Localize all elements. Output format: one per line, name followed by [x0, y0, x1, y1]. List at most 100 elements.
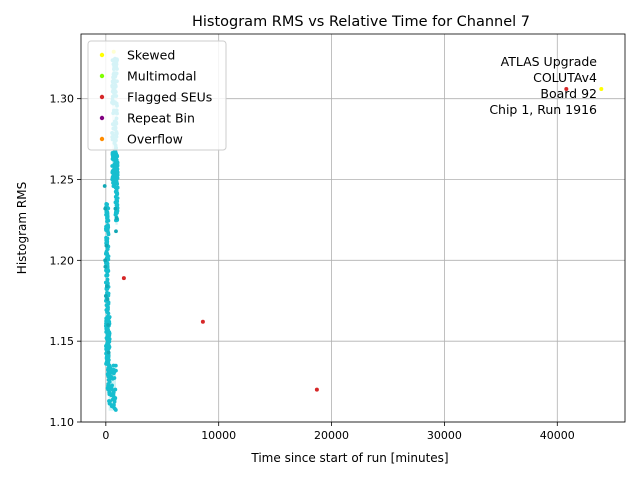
legend-label: Repeat Bin — [127, 111, 195, 126]
data-point-main — [105, 261, 110, 266]
legend-label: Overflow — [127, 132, 183, 147]
x-tick-label: 40000 — [540, 429, 575, 442]
annotation-line: Board 92 — [540, 86, 597, 101]
data-point-main — [105, 356, 110, 360]
data-point-main — [107, 369, 112, 373]
data-point-main — [114, 203, 119, 208]
data-point-main — [112, 395, 116, 400]
data-point-flagged-seus — [200, 319, 205, 324]
data-point-main — [106, 323, 110, 327]
data-point-main — [111, 367, 116, 372]
data-point-main — [105, 225, 110, 229]
legend-marker — [99, 52, 105, 58]
data-point-main — [108, 391, 113, 396]
data-point-main — [103, 264, 108, 269]
data-point-main — [115, 185, 120, 190]
data-point-main — [108, 366, 113, 370]
y-tick-label: 1.10 — [50, 416, 75, 429]
x-axis-ticks: 0 10000 20000 30000 40000 — [102, 422, 575, 442]
legend-box — [87, 40, 227, 151]
data-point-main — [107, 330, 112, 335]
data-point-main — [107, 315, 112, 319]
legend: Skewed Multimodal Flagged SEUs Repeat Bin Ov… — [87, 40, 227, 151]
data-point-flagged-seus — [314, 387, 319, 392]
data-point-main — [104, 202, 109, 207]
x-axis-label: Time since start of run [minutes] — [250, 451, 448, 465]
data-point-main — [114, 160, 119, 165]
data-point-main — [110, 177, 115, 182]
data-point-main — [106, 301, 111, 305]
data-point-flagged-seus — [121, 276, 126, 281]
data-point-main — [112, 376, 117, 380]
data-point-flagged-seus — [564, 86, 569, 91]
y-axis-ticks: 1.10 1.15 1.20 1.25 1.30 — [50, 93, 81, 429]
data-point-main — [107, 373, 112, 377]
data-point-main — [106, 333, 111, 337]
data-point-main — [113, 408, 118, 412]
data-point-main — [105, 310, 109, 315]
data-point-main — [106, 382, 111, 386]
data-point-main — [110, 152, 115, 157]
legend-label: Flagged SEUs — [127, 90, 212, 105]
legend-marker — [99, 115, 105, 121]
data-point-main — [105, 212, 110, 216]
data-point-main — [103, 206, 108, 211]
plot-area-frame — [80, 33, 626, 423]
data-point-main — [114, 216, 119, 221]
data-point-main — [112, 399, 117, 404]
x-tick-label: 20000 — [314, 429, 349, 442]
legend-marker — [99, 136, 105, 142]
annotation-line: Chip 1, Run 1916 — [489, 102, 597, 117]
data-point-main — [103, 251, 108, 256]
data-point-main — [115, 181, 120, 186]
data-point-main — [107, 377, 112, 382]
data-point-main — [114, 229, 118, 234]
data-point-skewed — [599, 86, 604, 91]
data-point-main — [105, 277, 110, 282]
legend-label: Multimodal — [127, 69, 196, 84]
data-point-main — [105, 217, 110, 222]
data-point-main — [103, 258, 108, 263]
data-point-main — [105, 273, 110, 278]
data-point-main — [105, 297, 110, 302]
data-point-main — [107, 400, 112, 405]
data-point-main — [115, 191, 120, 196]
data-point-main — [109, 404, 114, 409]
data-point-main — [111, 155, 115, 160]
data-point-main — [105, 246, 110, 251]
data-point-main — [115, 210, 119, 215]
data-point-main — [115, 170, 120, 175]
y-axis-label: Histogram RMS — [15, 182, 29, 274]
data-point-main — [110, 387, 115, 392]
data-point-main — [115, 154, 120, 159]
data-point-main — [107, 343, 111, 348]
data-point-main — [112, 370, 116, 375]
legend-marker — [99, 94, 105, 100]
x-tick-label: 0 — [102, 429, 109, 442]
y-tick-label: 1.30 — [50, 93, 75, 106]
x-tick-label: 30000 — [427, 429, 462, 442]
data-point-main — [103, 294, 108, 298]
legend-marker — [99, 73, 105, 79]
y-tick-label: 1.20 — [50, 254, 75, 267]
data-point-main — [113, 206, 118, 211]
legend-label: Skewed — [127, 48, 175, 63]
data-point-main — [111, 363, 116, 368]
y-tick-label: 1.25 — [50, 174, 75, 187]
data-point-main — [103, 280, 108, 285]
data-point-main — [114, 197, 119, 202]
data-points — [102, 49, 604, 412]
data-point-main — [105, 236, 110, 241]
data-point-main — [106, 268, 110, 273]
chart-title: Histogram RMS vs Relative Time for Chann… — [192, 14, 530, 30]
x-tick-label: 10000 — [201, 429, 236, 442]
data-point-main — [102, 184, 107, 188]
data-point-main — [106, 350, 111, 355]
data-point-main — [106, 230, 111, 235]
annotation-line: ATLAS Upgrade — [501, 54, 598, 69]
annotation-line: COLUTAv4 — [533, 70, 597, 85]
data-point-main — [104, 243, 109, 248]
data-point-main — [106, 206, 111, 211]
